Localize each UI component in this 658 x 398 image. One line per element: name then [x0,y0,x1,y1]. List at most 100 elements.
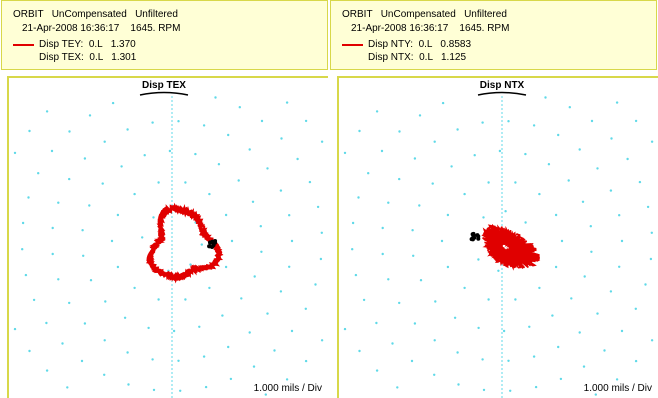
grid-dot [440,239,444,243]
grid-dot [290,239,294,243]
keyphasor-point [208,240,212,245]
grid-dot [288,265,291,268]
grid-dot [260,119,264,123]
grid-dot [482,216,485,219]
grid-dot [615,378,619,381]
grid-dot [620,239,624,243]
grid-dot [618,214,621,217]
grid-dot [237,179,240,182]
grid-dot [354,273,358,277]
grid-dot [634,119,638,123]
grid-dot [532,355,536,358]
timestamp-text: 21-Apr-2008 16:36:17 1645. RPM [22,23,181,34]
grid-dot [88,204,91,207]
grid-dot [208,286,211,290]
grid-dot [582,365,586,368]
orbit-plot-right[interactable]: Disp NTX 1.000 mils / Div [337,76,658,398]
grid-dot [57,201,60,204]
grid-dot [111,101,115,105]
grid-dot [133,286,136,290]
grid-dot [104,300,107,303]
grid-dot [514,181,517,184]
grid-dot [398,130,401,133]
plot-header-right: ORBIT UnCompensated Unfiltered 21-Apr-20… [330,0,657,70]
grid-dot [343,327,347,331]
timestamp-text: 21-Apr-2008 16:36:17 1645. RPM [351,23,510,34]
grid-dot [551,314,554,317]
legend-line-icon [342,44,363,46]
grid-dot [481,358,484,361]
grid-dot [288,214,291,217]
grid-dot [82,254,85,257]
grid-dot [567,179,570,182]
grid-dot [259,225,262,228]
grid-dot [28,349,31,353]
grid-dot [497,269,500,272]
grid-dot [264,393,267,396]
grid-dot [351,221,355,225]
grid-dot [13,151,17,155]
grid-dot [583,275,586,278]
grid-dot [578,331,581,334]
grid-dot [279,189,283,192]
grid-dot [120,165,123,168]
grid-dot [168,149,172,153]
grid-dot [189,263,192,266]
grid-dot [634,307,637,310]
grid-dot [221,314,224,317]
grid-dot [498,149,502,153]
grid-dot [507,120,510,123]
grid-dot [314,283,317,286]
grid-dot [626,157,629,161]
grid-dot [387,278,390,281]
grid-dot [357,196,360,199]
grid-dot [419,279,423,282]
grid-dot [89,279,93,282]
grid-dot [482,388,486,392]
grid-dot [650,140,654,143]
grid-dot [21,248,24,251]
grid-dot [396,386,399,389]
grid-dot [609,189,613,192]
grid-dot [441,101,445,105]
grid-dot [319,257,323,261]
grid-dot [581,200,585,203]
grid-dot [147,326,150,330]
grid-dot [316,205,320,209]
grid-dot [103,373,106,376]
grid-dot [103,339,106,342]
grid-dot [502,329,506,333]
grid-dot [227,133,230,137]
grid-dot [547,163,551,166]
grid-dot [224,213,228,217]
grid-dot [559,377,563,381]
grid-dot [45,321,48,325]
grid-dot [446,213,450,217]
orbit-panel-right: ORBIT UnCompensated Unfiltered 21-Apr-20… [329,0,658,398]
grid-dot [27,196,30,199]
grid-dot [177,120,180,123]
grid-dot [57,278,60,281]
grid-dot [320,140,324,143]
grid-dot [248,148,251,151]
grid-dot [103,140,106,143]
orbit-trace [146,204,223,282]
grid-dot [280,137,283,140]
grid-dot [152,216,155,219]
grid-dot [504,210,507,213]
grid-dot [101,182,104,185]
orbit-plot-left[interactable]: Disp TEX 1.000 mils / Div [7,76,328,398]
keyphasor-point [470,237,475,242]
grid-dot [343,151,347,155]
grid-dot [544,96,547,99]
grid-dot [528,325,531,328]
grid-dot [446,265,450,269]
grid-dot [615,101,619,104]
grid-dot [456,128,459,131]
grid-dot [381,226,384,230]
grid-dot [184,181,187,184]
grid-dot [177,359,180,362]
grid-dot [51,226,54,230]
grid-dot [481,121,484,124]
grid-dot [68,130,71,133]
